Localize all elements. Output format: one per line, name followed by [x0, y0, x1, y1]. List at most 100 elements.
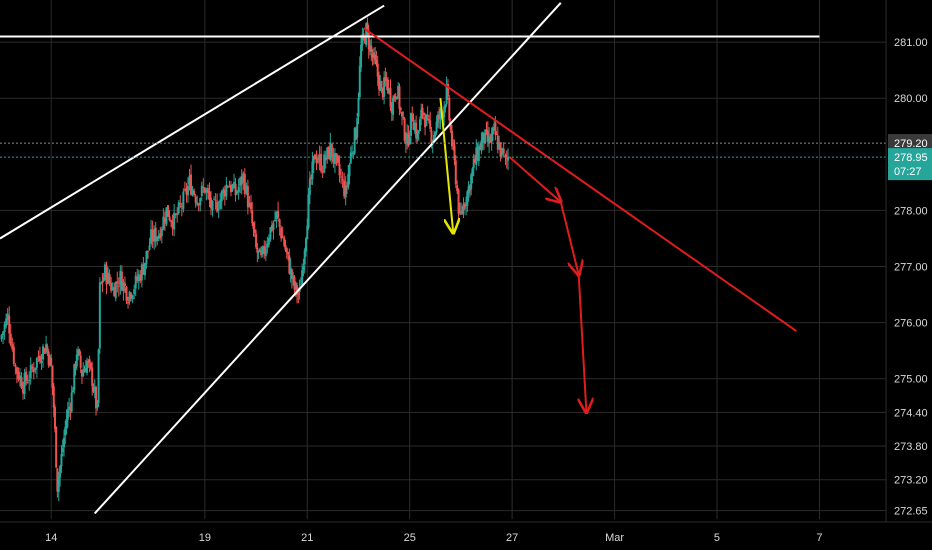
candle-body: [97, 349, 100, 404]
candle-body: [166, 205, 169, 217]
candle-body: [183, 189, 186, 191]
candle-body: [22, 388, 25, 394]
candle-body: [418, 119, 421, 131]
candle-body: [488, 136, 491, 144]
candle-body: [269, 227, 272, 240]
candle-body: [168, 216, 171, 221]
candle-body: [261, 246, 264, 255]
candle-body: [142, 264, 145, 275]
white-channel-lower: [94, 2, 562, 515]
time-axis[interactable]: [0, 522, 932, 550]
candle-body: [435, 121, 438, 133]
candle-body: [283, 238, 286, 246]
candle-body: [15, 367, 18, 374]
candle-body: [32, 369, 35, 372]
candle-body: [317, 161, 320, 163]
candle-body: [353, 128, 356, 154]
candle-body: [139, 274, 142, 281]
candle-body: [363, 37, 366, 44]
candle-body: [114, 282, 117, 299]
candle-body: [220, 191, 223, 202]
candle-body: [25, 371, 28, 382]
candle-body: [324, 156, 327, 161]
candle-body: [287, 252, 290, 255]
candle-body: [173, 212, 176, 230]
candle-body: [38, 355, 41, 362]
candle-body: [457, 189, 460, 214]
candle-body: [46, 346, 49, 351]
candle-body: [272, 223, 275, 230]
red-path-1: [508, 156, 561, 202]
candle-body: [134, 275, 137, 289]
candle-body: [120, 271, 123, 291]
candle-body: [494, 122, 497, 135]
candle-body: [140, 264, 143, 281]
candle-body: [374, 54, 377, 61]
price-tag: [888, 148, 932, 167]
candle-body: [222, 189, 225, 194]
candle-body: [454, 160, 457, 185]
candle-body: [105, 265, 108, 285]
candle-body: [239, 177, 242, 186]
candle-body: [292, 276, 295, 278]
candle-body: [281, 236, 284, 239]
candle-body: [401, 111, 404, 117]
candle-body: [251, 210, 254, 224]
candle-body: [210, 198, 213, 208]
candle-body: [361, 34, 364, 46]
candle-body: [37, 356, 40, 358]
candle-body: [70, 392, 73, 412]
candle-body: [502, 148, 505, 154]
candle-body: [280, 227, 283, 239]
price-tick-label: 280.00: [894, 93, 928, 105]
candle-body: [47, 351, 50, 365]
candle-body: [362, 33, 365, 36]
candle-body: [74, 363, 77, 369]
candle-body: [370, 45, 373, 52]
candle-body: [482, 133, 485, 143]
price-tag: [888, 162, 932, 181]
candle-body: [34, 367, 37, 370]
candle-body: [278, 219, 281, 227]
candle-body: [461, 212, 464, 214]
candle-body: [23, 373, 26, 395]
candle-body: [297, 293, 300, 295]
candle-body: [290, 269, 293, 280]
candle-body: [228, 186, 231, 188]
price-tick-label: 272.65: [894, 506, 928, 518]
candle-body: [318, 154, 321, 161]
candle-body: [412, 122, 415, 130]
candle-body: [3, 324, 6, 332]
candle-body: [229, 184, 232, 193]
candle-body: [180, 205, 183, 207]
candle-body: [14, 364, 17, 367]
candle-body: [430, 130, 433, 144]
price-tag-label: 278.95: [894, 152, 928, 164]
candle-body: [231, 185, 234, 191]
price-tick-label: 278.00: [894, 205, 928, 217]
candle-body: [436, 114, 439, 124]
red-downtrend-line: [363, 27, 797, 332]
candle-body: [111, 287, 114, 290]
candle-body: [266, 243, 269, 249]
candle-body: [326, 147, 329, 160]
candle-body: [294, 282, 297, 290]
price-axis[interactable]: [886, 0, 932, 550]
candle-body: [216, 201, 219, 212]
candle-body: [484, 129, 487, 144]
candle-body: [407, 133, 410, 146]
candle-body: [389, 88, 392, 107]
candle-body: [42, 346, 45, 360]
candle-body: [284, 245, 287, 251]
candle-body: [480, 140, 483, 151]
candle-body: [408, 137, 411, 145]
time-tick-label: 14: [45, 532, 57, 544]
candle-body: [371, 53, 374, 58]
candle-body: [101, 280, 104, 283]
candle-body: [438, 115, 441, 119]
candle-body: [252, 222, 255, 229]
candle-body: [243, 173, 246, 194]
candle-body: [199, 198, 202, 206]
